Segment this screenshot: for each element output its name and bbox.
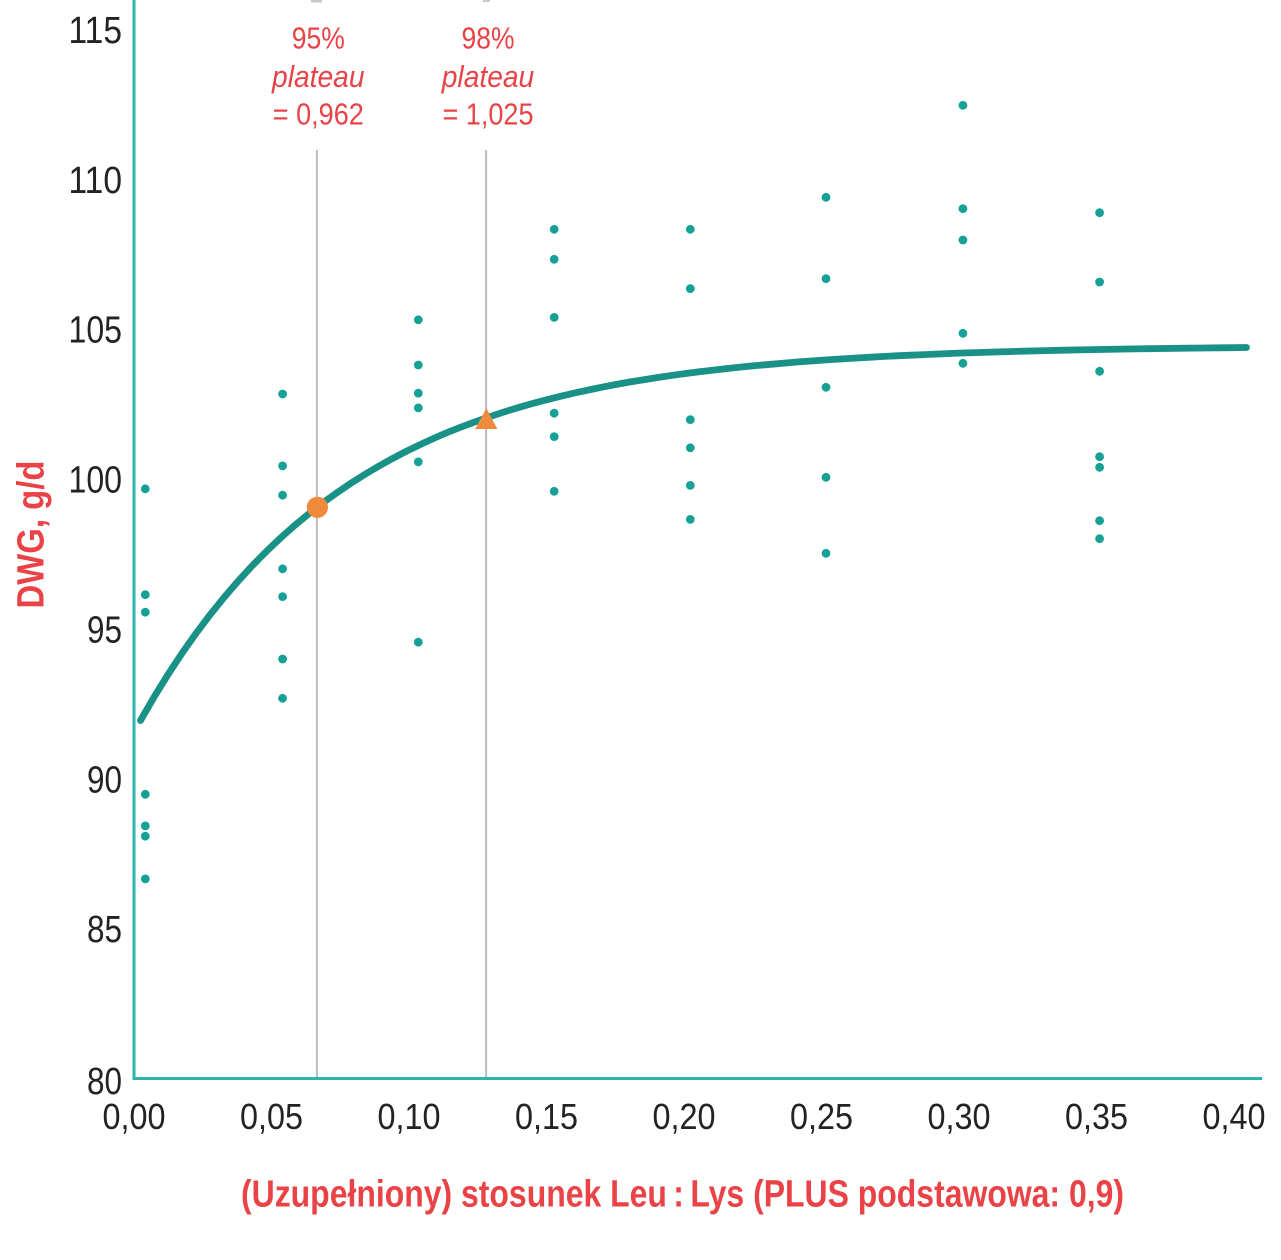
svg-text:0,30: 0,30 [928, 1096, 991, 1137]
svg-text:plateau: plateau [441, 59, 534, 94]
svg-text:(Uzupełniony) stosunek Leu : L: (Uzupełniony) stosunek Leu : Lys (PLUS p… [241, 1173, 1124, 1215]
svg-text:90: 90 [87, 759, 122, 801]
svg-text:115: 115 [69, 10, 123, 52]
svg-text:0,25: 0,25 [790, 1096, 853, 1137]
svg-text:100: 100 [69, 460, 123, 502]
svg-text:0,10: 0,10 [378, 1096, 441, 1137]
svg-text:DWG, g/d: DWG, g/d [11, 461, 53, 609]
svg-text:0,15: 0,15 [515, 1096, 578, 1137]
svg-text:98%: 98% [462, 21, 515, 56]
svg-text:plateau: plateau [271, 59, 364, 94]
svg-text:0,35: 0,35 [1065, 1096, 1128, 1137]
svg-text:0,00: 0,00 [103, 1096, 166, 1137]
svg-text:85: 85 [87, 909, 122, 951]
svg-text:0,20: 0,20 [653, 1096, 716, 1137]
svg-text:= 0,962: = 0,962 [273, 97, 364, 132]
svg-text:110: 110 [69, 160, 123, 202]
svg-text:= 1,025: = 1,025 [443, 97, 534, 132]
svg-text:0,05: 0,05 [240, 1096, 303, 1137]
svg-text:0,40: 0,40 [1203, 1096, 1266, 1137]
svg-text:95%: 95% [292, 21, 345, 56]
svg-text:95: 95 [87, 610, 122, 652]
svg-text:105: 105 [69, 310, 123, 352]
svg-text:80: 80 [87, 1061, 122, 1103]
